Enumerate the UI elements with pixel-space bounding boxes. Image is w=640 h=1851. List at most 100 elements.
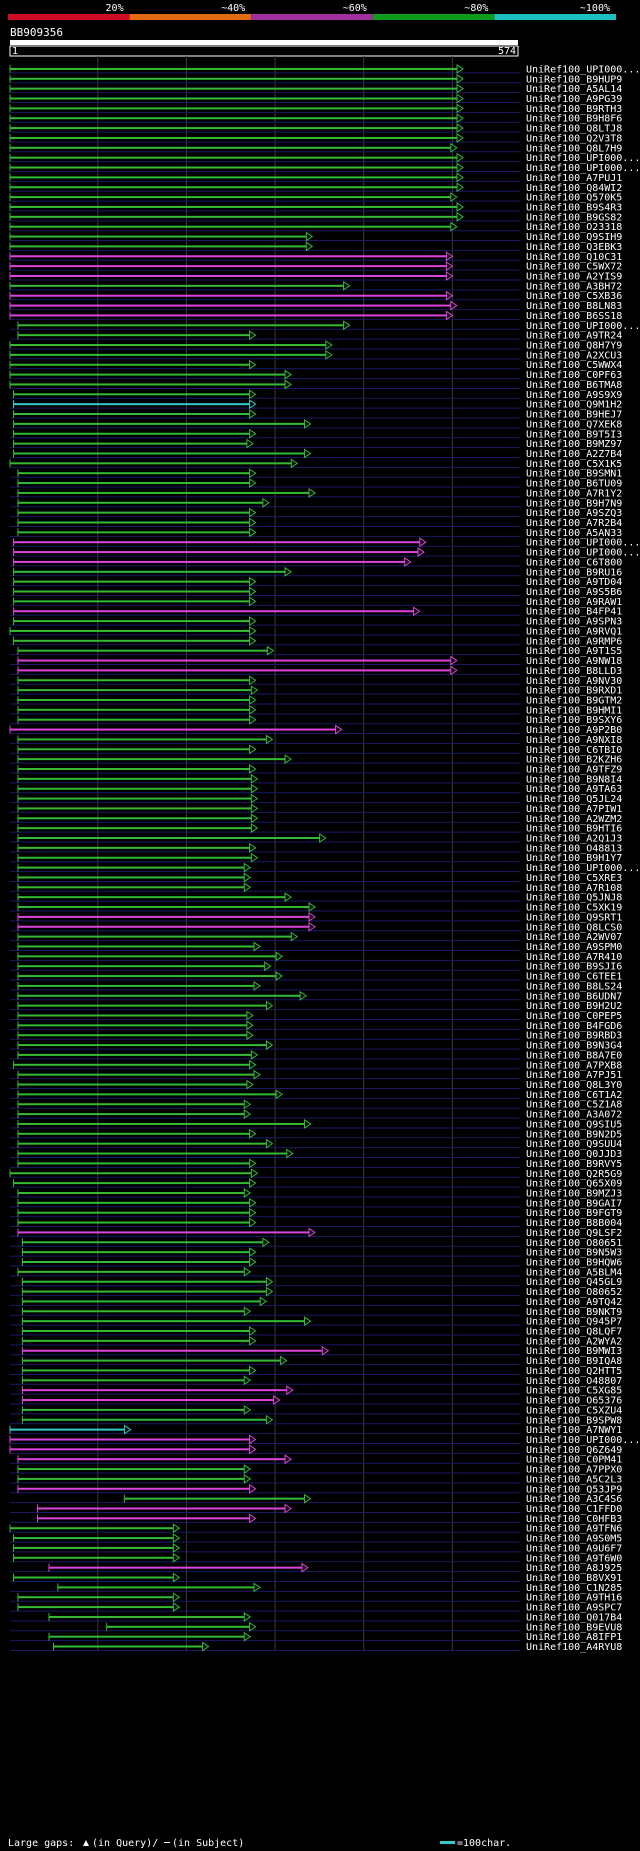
- identity-color-segment: [251, 14, 373, 20]
- hit-end-arrow-icon: [250, 813, 259, 824]
- hit-end-arrow-icon: [249, 1621, 257, 1632]
- hit-bar: [22, 1399, 275, 1402]
- hit-label: UniRef100_B2KZH6: [526, 755, 622, 766]
- hit-label: UniRef100_B9GAI7: [526, 1198, 622, 1209]
- hit-label: UniRef100_Q570K5: [526, 193, 622, 204]
- hit-end-arrow-icon: [249, 626, 257, 636]
- hit-bar: [13, 403, 251, 406]
- query-coordinate-box: [9, 45, 519, 57]
- hit-bar: [13, 541, 421, 544]
- hit-label: UniRef100_O23318: [526, 222, 622, 233]
- hit-bar: [17, 531, 251, 534]
- hit-bar: [17, 767, 251, 770]
- hit-label: UniRef100_Q2R5G9: [526, 1169, 622, 1180]
- hit-end-arrow-icon: [249, 1365, 257, 1376]
- hit-label: UniRef100_Q5JL24: [526, 794, 622, 805]
- hit-label: UniRef100_B9HEJ7: [526, 410, 622, 421]
- hit-label: UniRef100_Q8LTJ8: [526, 124, 622, 135]
- hit-bar: [22, 1349, 324, 1352]
- scale-label: =100char.: [457, 1838, 511, 1849]
- hit-end-arrow-icon: [343, 280, 351, 291]
- hit-bar: [22, 1369, 251, 1372]
- hit-bar: [17, 1201, 251, 1204]
- query-id: BB909356: [10, 26, 63, 39]
- hit-end-arrow-icon: [445, 290, 454, 301]
- hit-bar: [10, 166, 459, 169]
- hit-end-arrow-icon: [250, 852, 259, 863]
- hit-label: UniRef100_A2WV07: [526, 932, 622, 943]
- hit-end-arrow-icon: [456, 152, 464, 163]
- identity-tick-label: 20%: [106, 3, 124, 14]
- hit-end-arrow-icon: [250, 823, 259, 834]
- hit-bar: [13, 600, 251, 603]
- hit-label: UniRef100_B9N3G4: [526, 1041, 622, 1052]
- identity-tick-label: ~60%: [343, 3, 367, 14]
- hit-label: UniRef100_B8LLD3: [526, 666, 622, 677]
- hit-label: UniRef100_A9RMP6: [526, 636, 622, 647]
- hit-bar: [17, 1093, 278, 1096]
- hit-label: UniRef100_Q65X09: [526, 1179, 622, 1190]
- hit-end-arrow-icon: [456, 133, 464, 143]
- hit-bar: [17, 334, 251, 337]
- hit-end-arrow-icon: [450, 300, 458, 311]
- hit-bar: [22, 1379, 246, 1382]
- hit-end-arrow-icon: [243, 872, 252, 883]
- hit-label: UniRef100_B9H1Y7: [526, 853, 622, 864]
- hit-label: UniRef100_Q2V3T8: [526, 133, 622, 144]
- hit-end-arrow-icon: [172, 1542, 181, 1553]
- hit-bar: [10, 77, 459, 80]
- hit-label: UniRef100_Q45GL9: [526, 1277, 622, 1288]
- hit-end-arrow-icon: [456, 113, 464, 124]
- hit-end-arrow-icon: [249, 576, 257, 587]
- hit-label: UniRef100_Q9LSF2: [526, 1228, 622, 1239]
- hit-end-arrow-icon: [456, 202, 464, 212]
- hit-bar: [22, 1320, 306, 1323]
- hit-end-arrow-icon: [262, 497, 270, 508]
- hit-bar: [13, 580, 251, 583]
- hit-bar: [17, 679, 251, 682]
- hit-end-arrow-icon: [249, 675, 257, 686]
- hit-end-arrow-icon: [286, 1148, 294, 1159]
- hit-bar: [17, 1468, 246, 1471]
- hit-end-arrow-icon: [243, 1631, 252, 1642]
- hit-bar: [13, 610, 415, 613]
- hit-label: UniRef100_A7R108: [526, 883, 622, 894]
- hit-end-arrow-icon: [243, 1109, 252, 1120]
- hit-end-arrow-icon: [308, 902, 316, 912]
- hit-bar: [17, 1270, 246, 1273]
- hit-end-arrow-icon: [308, 1227, 316, 1238]
- hit-bar: [37, 1507, 287, 1510]
- hit-bar: [17, 906, 310, 909]
- hit-bar: [17, 846, 251, 849]
- hit-label: UniRef100_A4RYU8: [526, 1642, 622, 1653]
- hit-end-arrow-icon: [445, 251, 454, 262]
- hit-bar: [22, 1389, 288, 1392]
- hit-label: UniRef100_A2Q1J3: [526, 834, 622, 845]
- hit-end-arrow-icon: [284, 379, 292, 390]
- hit-end-arrow-icon: [249, 1197, 257, 1208]
- hit-end-arrow-icon: [249, 507, 257, 518]
- hit-end-arrow-icon: [265, 1276, 274, 1287]
- hit-bar: [10, 1448, 251, 1451]
- hit-end-arrow-icon: [249, 1128, 257, 1139]
- hit-label: UniRef100_A3C4S6: [526, 1494, 622, 1505]
- hit-label: UniRef100_Q84WI2: [526, 183, 622, 194]
- hit-bar: [17, 866, 246, 869]
- hit-end-arrow-icon: [246, 1030, 254, 1041]
- hit-end-arrow-icon: [249, 517, 257, 528]
- hit-bar: [17, 935, 293, 938]
- hit-end-arrow-icon: [325, 349, 333, 360]
- hit-label: UniRef100_B9RXD1: [526, 686, 622, 697]
- in-subject-label: (in Subject): [172, 1838, 244, 1849]
- hit-label: UniRef100_Q9SRT1: [526, 912, 622, 923]
- hit-end-arrow-icon: [250, 685, 259, 696]
- hit-bar: [17, 708, 251, 711]
- hit-bar: [13, 570, 287, 573]
- hit-bar: [17, 698, 251, 701]
- hit-bar: [10, 245, 308, 248]
- hit-bar: [10, 67, 459, 70]
- hit-label: UniRef100_A9S9X9: [526, 390, 622, 401]
- hit-end-arrow-icon: [304, 448, 312, 459]
- hit-bar: [17, 925, 310, 928]
- hit-bar: [22, 1280, 268, 1283]
